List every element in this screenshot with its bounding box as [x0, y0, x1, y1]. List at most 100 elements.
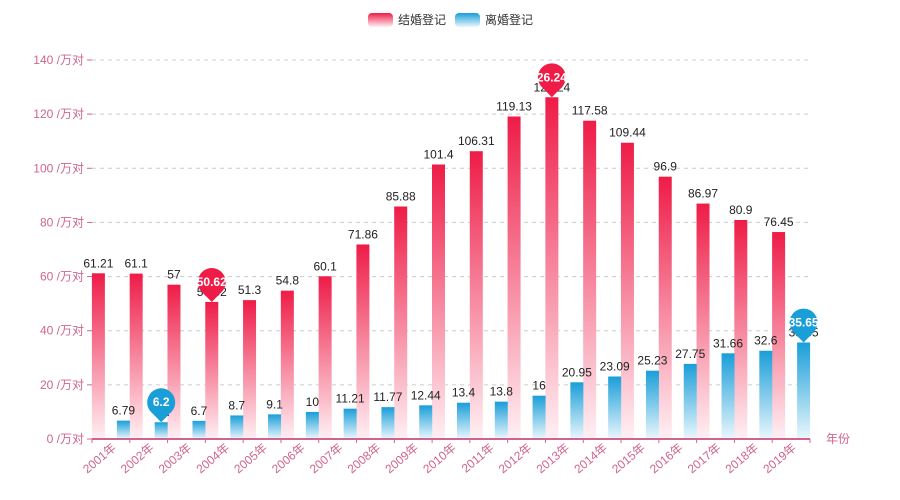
value-label-marriage: 96.9 [654, 160, 678, 174]
divorce-min-marker: 6.2 [147, 388, 176, 423]
value-label-marriage: 71.86 [348, 227, 378, 241]
bar-marriage [507, 116, 521, 439]
bar-marriage [432, 164, 445, 439]
bar-divorce [192, 420, 206, 439]
extreme-markers: 50.62 26.24 6.2 35.65 [147, 63, 819, 423]
legend-marriage-label: 结婚登记 [398, 12, 446, 27]
bar-marriage [583, 120, 597, 439]
marriage-min-marker: 50.62 [197, 268, 227, 302]
value-label-marriage: 119.13 [496, 99, 532, 113]
value-label-divorce: 11.21 [336, 392, 365, 406]
x-tick-label: 2010年 [420, 441, 459, 477]
legend-marriage-swatch [368, 13, 393, 27]
bar-divorce [116, 420, 130, 439]
bar-marriage [129, 273, 143, 439]
x-tick-label: 2005年 [231, 441, 270, 477]
x-tick-label: 2008年 [345, 441, 384, 477]
x-axis: 2001年 2002年 2003年 2004年 2005年 2006年 2007年 2008年… [80, 432, 850, 476]
y-tick-label: 60 /万对 [40, 270, 84, 284]
y-tick-label: 120 /万对 [33, 107, 84, 121]
bar-divorce [532, 395, 546, 439]
bar-divorce [305, 411, 319, 439]
bar-marriage [205, 301, 219, 439]
divorce-max-marker-label: 35.65 [789, 315, 819, 329]
value-label-marriage: 61.21 [83, 256, 113, 270]
bar-divorce [230, 415, 244, 439]
bar-divorce [343, 408, 357, 439]
divorce-max-marker: 35.65 [789, 308, 819, 343]
value-label-marriage: 86.97 [688, 187, 718, 201]
bar-marriage [280, 290, 294, 439]
value-label-marriage: 57 [167, 268, 181, 282]
legend: 结婚登记 离婚登记 [368, 12, 533, 27]
bar-marriage [620, 142, 634, 439]
x-tick-label: 2007年 [307, 441, 346, 477]
value-label-divorce: 20.95 [562, 365, 592, 379]
y-axis: 0 /万对 20 /万对 40 /万对 60 /万对 80 /万对 100 /万对 120 … [33, 53, 92, 446]
value-label-marriage: 106.31 [458, 134, 495, 148]
bar-divorce [419, 405, 433, 439]
divorce-min-marker-label: 6.2 [153, 395, 170, 409]
x-tick-label: 2015年 [609, 441, 648, 477]
marriage-min-marker-label: 50.62 [197, 275, 227, 289]
legend-divorce: 离婚登记 [455, 12, 533, 27]
bar-divorce [721, 353, 735, 439]
legend-divorce-swatch [455, 13, 480, 27]
bar-marriage [318, 276, 332, 439]
bar-divorce [797, 342, 811, 439]
value-label-divorce: 10 [306, 395, 320, 409]
x-tick-label: 2013年 [534, 441, 573, 477]
value-label-divorce: 6.79 [112, 404, 136, 418]
marriage-max-marker-label: 26.24 [537, 70, 567, 84]
bar-divorce [268, 414, 282, 439]
divorce-min-marker-shape [147, 388, 176, 423]
x-tick-label: 2012年 [496, 441, 535, 477]
bar-marriage [469, 151, 483, 439]
x-tick-label: 2011年 [459, 441, 497, 476]
y-tick-label: 40 /万对 [40, 324, 84, 338]
y-tick-label: 20 /万对 [40, 378, 84, 392]
y-tick-label: 140 /万对 [33, 53, 84, 67]
divorce-max-marker-shape [789, 308, 818, 343]
value-label-divorce: 6.7 [191, 404, 208, 418]
bar-divorce [457, 402, 470, 439]
value-label-marriage: 54.8 [276, 274, 300, 288]
value-label-divorce: 9.1 [266, 397, 283, 411]
bar-divorce [381, 407, 395, 439]
value-label-divorce: 32.6 [754, 334, 778, 348]
bar-divorce [683, 363, 697, 439]
bar-marriage [545, 97, 559, 440]
x-tick-label: 2002年 [118, 441, 157, 477]
value-labels: 61.21 61.1 57 50.62 51.3 54.8 60.1 71.86 85.88 10… [83, 80, 819, 419]
x-tick-label: 2019年 [760, 441, 799, 477]
bar-marriage [772, 232, 786, 439]
y-tick-label: 0 /万对 [47, 432, 84, 446]
bar-divorce [154, 422, 168, 439]
value-label-divorce: 12.44 [411, 388, 441, 402]
marriage-min-marker-shape [197, 268, 226, 302]
bar-marriage [394, 206, 408, 439]
bar-divorce [570, 382, 584, 439]
bar-marriage [356, 244, 370, 439]
bar-divorce [759, 350, 773, 439]
value-label-divorce: 31.66 [713, 336, 743, 350]
value-label-marriage: 80.9 [729, 203, 753, 217]
x-axis-label: 年份 [826, 432, 850, 446]
value-label-divorce: 23.09 [600, 359, 630, 373]
legend-divorce-label: 离婚登记 [485, 12, 533, 27]
bar-divorce [645, 370, 659, 439]
x-tick-label: 2006年 [269, 441, 308, 477]
marriage-max-marker-shape [537, 63, 566, 98]
x-tick-label: 2014年 [571, 441, 610, 477]
x-tick-label: 2009年 [382, 441, 421, 477]
bar-divorce [608, 376, 622, 439]
value-label-divorce: 13.8 [490, 385, 514, 399]
y-tick-label: 100 /万对 [33, 161, 84, 175]
value-label-marriage: 51.3 [238, 283, 262, 297]
value-label-divorce: 16 [532, 379, 546, 393]
value-label-divorce: 11.77 [373, 390, 402, 404]
bar-marriage [734, 219, 748, 439]
bar-marriage [696, 203, 710, 439]
x-tick-label: 2017年 [685, 441, 724, 477]
